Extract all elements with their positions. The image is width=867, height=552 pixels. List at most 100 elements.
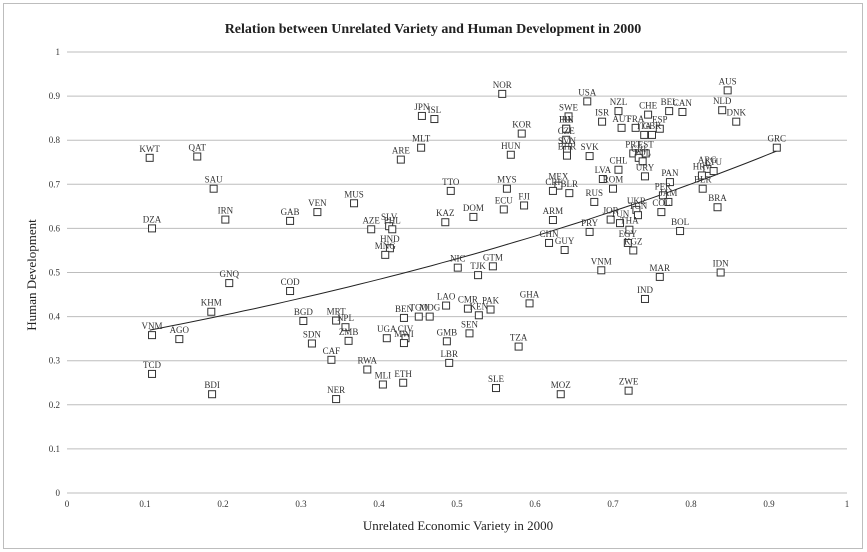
point-label-esp: ESP xyxy=(652,115,668,125)
data-point-ven xyxy=(313,208,322,217)
data-point-rwa xyxy=(363,365,372,374)
data-point-isr xyxy=(598,117,607,126)
point-label-kgz: KGZ xyxy=(624,236,643,246)
point-label-nzl: NZL xyxy=(610,97,628,107)
point-label-phl: PHL xyxy=(384,215,401,225)
point-label-cri: CRI xyxy=(545,177,560,187)
data-point-arm xyxy=(548,216,557,225)
data-point-mrt xyxy=(332,316,341,325)
point-label-sen: SEN xyxy=(461,319,479,329)
x-tick-label: 0 xyxy=(65,499,70,509)
data-point-dza xyxy=(148,224,157,233)
y-tick-label: 0.8 xyxy=(49,135,61,145)
data-point-fin xyxy=(562,124,571,133)
x-tick-label: 0.2 xyxy=(217,499,228,509)
data-point-hnd xyxy=(385,244,394,253)
point-label-aut: AUT xyxy=(612,114,631,124)
point-label-ukr: UKR xyxy=(627,196,646,206)
point-label-mlt: MLT xyxy=(412,134,431,144)
data-point-qat xyxy=(193,152,202,161)
point-label-qat: QAT xyxy=(189,143,207,153)
point-label-mli: MLI xyxy=(375,371,392,381)
point-label-kaz: KAZ xyxy=(436,208,455,218)
data-point-fra xyxy=(631,123,640,132)
point-label-eth: ETH xyxy=(394,369,412,379)
data-point-svk xyxy=(585,152,594,161)
y-tick-label: 0.9 xyxy=(49,91,61,101)
data-point-gbr xyxy=(648,130,656,139)
data-point-lao xyxy=(442,301,451,310)
point-label-blr: BLR xyxy=(561,179,579,189)
chart-title: Relation between Unrelated Variety and H… xyxy=(225,22,642,37)
point-label-che: CHE xyxy=(639,101,658,111)
data-point-sau xyxy=(209,184,218,193)
point-label-pan: PAN xyxy=(661,168,679,178)
data-point-khm xyxy=(207,307,216,316)
point-label-cze: CZE xyxy=(558,126,576,136)
point-label-hrv: HRV xyxy=(693,161,712,171)
point-label-lbr: LBR xyxy=(440,349,458,359)
data-point-sdn xyxy=(307,339,316,348)
point-label-uga: UGA xyxy=(377,324,397,334)
data-point-che xyxy=(644,110,653,119)
data-point-npl xyxy=(341,323,350,332)
point-label-bol: BOL xyxy=(671,217,689,227)
data-point-dnk xyxy=(732,117,741,126)
point-label-lva: LVA xyxy=(595,165,612,175)
point-label-tun: TUN xyxy=(629,201,648,211)
data-point-lva xyxy=(598,175,607,184)
point-label-hnd: HND xyxy=(380,234,400,244)
data-point-can xyxy=(678,107,687,116)
point-label-ben: BEN xyxy=(395,304,414,314)
data-point-are xyxy=(396,155,405,164)
x-tick-label: 0.8 xyxy=(685,499,697,509)
data-point-gmb xyxy=(442,337,451,346)
point-label-aze: AZE xyxy=(362,215,380,225)
data-point-blr xyxy=(565,189,574,198)
y-tick-label: 0.6 xyxy=(49,223,61,233)
y-tick-label: 0.5 xyxy=(49,268,61,278)
point-label-lao: LAO xyxy=(437,292,456,302)
data-point-blr xyxy=(698,184,707,193)
data-point-sle xyxy=(492,384,500,393)
point-label-sdn: SDN xyxy=(303,330,322,340)
data-point-kaz xyxy=(441,218,450,227)
point-label-mwi: MWI xyxy=(394,329,414,339)
data-point-ken xyxy=(474,311,483,320)
data-point-mli xyxy=(378,380,387,389)
point-label-prt: PRT xyxy=(625,139,641,149)
data-point-cze xyxy=(562,135,571,144)
point-label-sau: SAU xyxy=(205,175,224,185)
x-tick-label: 0.7 xyxy=(607,499,619,509)
point-label-svk: SVK xyxy=(581,142,600,152)
point-label-svn: SVN xyxy=(558,136,577,146)
data-point-bdi xyxy=(208,390,217,399)
point-label-rwa: RWA xyxy=(358,356,378,366)
point-label-kwt: KWT xyxy=(139,144,160,154)
data-point-irn xyxy=(221,215,230,224)
data-point-cod xyxy=(286,287,295,296)
data-point-kgz xyxy=(629,246,638,255)
point-label-chl: CHL xyxy=(609,156,627,166)
point-label-ind: IND xyxy=(637,285,653,295)
point-label-grc: GRC xyxy=(768,134,787,144)
data-point-usa xyxy=(583,97,592,106)
data-point-nzl xyxy=(614,107,623,116)
data-point-aut xyxy=(617,123,626,132)
x-tick-labels: 0 0.1 0.2 0.3 0.4 0.5 0.6 0.7 0.8 0.9 1 xyxy=(65,499,850,509)
point-label-bra: BRA xyxy=(708,193,727,203)
data-point-bhr xyxy=(562,151,571,160)
point-label-irn: IRN xyxy=(218,206,234,216)
data-point-mex xyxy=(554,181,563,190)
point-label-nic: NIC xyxy=(450,254,466,264)
point-label-moz: MOZ xyxy=(551,380,571,390)
y-tick-label: 0.3 xyxy=(49,356,61,366)
data-point-egy xyxy=(623,238,632,247)
y-tick-label: 1 xyxy=(56,47,61,57)
data-point-gtm xyxy=(488,262,497,271)
data-point-bel xyxy=(665,107,674,116)
point-label-npl: NPL xyxy=(337,313,354,323)
data-point-caf xyxy=(327,355,336,364)
data-point-bol xyxy=(676,227,685,236)
